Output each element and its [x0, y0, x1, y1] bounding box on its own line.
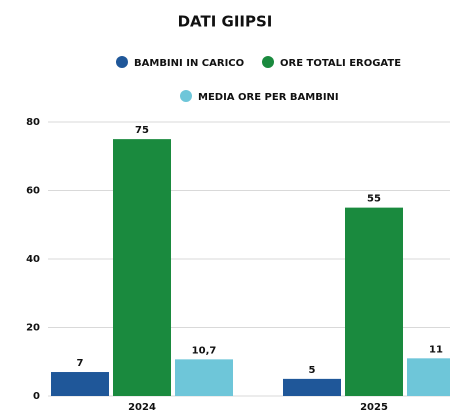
y-tick-label: 20 [26, 323, 40, 334]
value-label: 10,7 [192, 345, 217, 356]
value-label: 11 [429, 344, 443, 355]
value-label: 75 [135, 125, 149, 136]
legend-label: BAMBINI IN CARICO [134, 58, 244, 69]
y-tick-label: 0 [33, 391, 40, 402]
value-label: 7 [77, 358, 84, 369]
legend-swatch [116, 56, 128, 68]
value-label: 55 [367, 194, 381, 205]
bar [345, 207, 403, 396]
y-tick-label: 80 [26, 117, 40, 128]
bar [175, 359, 233, 396]
bar [283, 378, 341, 396]
legend-swatch [180, 90, 192, 102]
bar [51, 372, 109, 396]
bar [407, 358, 450, 396]
y-tick-label: 40 [26, 254, 40, 265]
chart-title: DATI GIIPSI [178, 13, 273, 31]
legend-swatch [262, 56, 274, 68]
legend-label: MEDIA ORE PER BAMBINI [198, 92, 339, 103]
legend-label: ORE TOTALI EROGATE [280, 58, 401, 69]
x-tick-label: 2025 [360, 402, 388, 413]
value-label: 5 [309, 365, 316, 376]
x-tick-label: 2024 [128, 402, 156, 413]
y-tick-label: 60 [26, 186, 40, 197]
bar [113, 139, 171, 396]
